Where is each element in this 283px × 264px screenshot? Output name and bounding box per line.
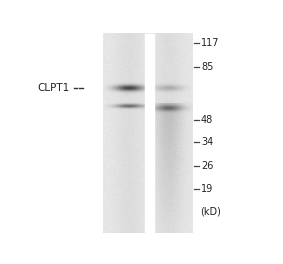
Text: CLPT1: CLPT1 <box>38 83 70 93</box>
Text: 34: 34 <box>201 138 213 148</box>
Text: 117: 117 <box>201 38 219 48</box>
Text: 48: 48 <box>201 115 213 125</box>
Text: 85: 85 <box>201 62 213 72</box>
Text: (kD): (kD) <box>200 207 221 216</box>
Text: 26: 26 <box>201 161 213 171</box>
Text: 19: 19 <box>201 184 213 194</box>
